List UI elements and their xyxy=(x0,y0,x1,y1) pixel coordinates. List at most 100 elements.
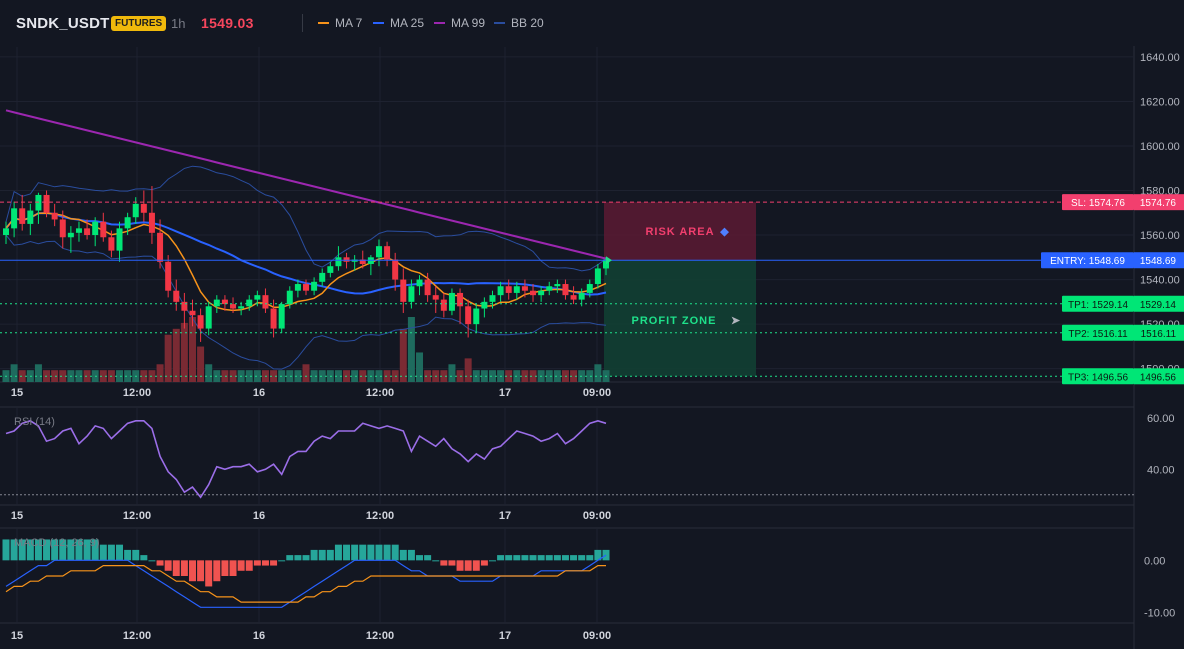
volume-bar xyxy=(488,370,496,382)
macd-histogram-bar xyxy=(343,544,351,561)
candle-body xyxy=(408,286,415,302)
candle-body xyxy=(335,257,342,267)
time-tick-label: 16 xyxy=(253,630,265,642)
macd-histogram-bar xyxy=(180,560,188,576)
bb20-swatch-icon xyxy=(494,22,505,24)
rsi-title: RSI (14) xyxy=(14,416,55,428)
legend-bb20[interactable]: BB 20 xyxy=(494,16,544,30)
ma25-swatch-icon xyxy=(373,22,384,24)
macd-histogram-bar xyxy=(205,560,213,587)
rocket-icon: ➤ xyxy=(731,315,741,327)
volume-bar xyxy=(245,370,253,382)
candle-body xyxy=(319,272,326,282)
candle-body xyxy=(278,304,285,329)
volume-bar xyxy=(383,370,391,382)
candle-body xyxy=(440,299,447,311)
macd-pane: MACD (12, 26, 9) 0.00 -10.00 xyxy=(2,537,1175,620)
candle-body xyxy=(230,304,237,309)
legend-ma7[interactable]: MA 7 xyxy=(318,16,362,30)
macd-histogram-bar xyxy=(561,555,569,561)
tp2-tag-value: 1516.11 xyxy=(1141,329,1177,340)
volume-bar xyxy=(416,352,424,382)
volume-bar xyxy=(59,370,67,382)
volume-bar xyxy=(399,328,407,382)
macd-histogram-bar xyxy=(432,560,440,562)
symbol-name[interactable]: SNDK_USDT xyxy=(16,15,110,32)
candle-body xyxy=(359,259,366,264)
macd-histogram-bar xyxy=(34,539,42,561)
sl-tag-box xyxy=(1062,194,1134,211)
candle-body xyxy=(294,284,301,291)
macd-line xyxy=(5,554,607,608)
macd-histogram-bar xyxy=(245,560,253,571)
candle-body xyxy=(254,295,261,300)
macd-histogram-bar xyxy=(472,560,480,571)
candle-body xyxy=(489,295,496,302)
macd-histogram-bar xyxy=(440,560,448,566)
candle-body xyxy=(311,281,318,291)
ma99-line xyxy=(5,109,607,260)
tp2-tag-box xyxy=(1062,324,1134,341)
entry-marker-icon xyxy=(606,256,612,265)
candle-body xyxy=(586,284,593,293)
candle-body xyxy=(100,221,107,238)
interval-selector[interactable]: 1h xyxy=(171,16,186,31)
candle-body xyxy=(84,228,91,236)
risk-area-label: RISK AREA xyxy=(645,226,714,238)
macd-title: MACD (12, 26, 9) xyxy=(14,537,100,549)
macd-histogram-bar xyxy=(26,539,34,561)
macd-histogram-bar xyxy=(359,544,367,561)
candle-body xyxy=(521,286,528,291)
bollinger-upper-line xyxy=(5,165,607,272)
bollinger-lower-line xyxy=(5,234,607,370)
candle-body xyxy=(157,232,164,262)
volume-bar xyxy=(75,370,83,382)
candle-body xyxy=(400,279,407,302)
legend-ma99[interactable]: MA 99 xyxy=(434,16,485,30)
candle-body xyxy=(35,194,42,211)
rsi-tick-label: 40.00 xyxy=(1147,464,1175,476)
price-levels xyxy=(0,201,1134,377)
volume-bar xyxy=(99,370,107,382)
volume-bar xyxy=(505,370,513,382)
last-price: 1549.03 xyxy=(201,15,254,31)
legend-ma25[interactable]: MA 25 xyxy=(373,16,424,30)
volume-bar xyxy=(529,370,537,382)
candle-body xyxy=(505,286,512,293)
macd-histogram-bar xyxy=(116,544,124,561)
level-tags: SL: 1574.76 1574.76 ENTRY: 1548.69 1548.69 T… xyxy=(1041,194,1184,385)
candle-body xyxy=(432,295,439,300)
candle-body xyxy=(116,228,123,251)
bollinger-bands xyxy=(5,165,607,370)
candle-body xyxy=(173,290,180,302)
sl-tag-label: SL: 1574.76 xyxy=(1071,198,1125,209)
macd-histogram-bar xyxy=(140,555,148,561)
time-tick-label: 09:00 xyxy=(583,387,611,399)
macd-histogram-bar xyxy=(351,544,359,561)
candle-body xyxy=(392,259,399,280)
volume-bar xyxy=(586,370,594,382)
macd-histogram-bar xyxy=(67,539,75,561)
candle-body xyxy=(3,228,9,236)
candle-body xyxy=(473,308,480,325)
volume-bar xyxy=(164,334,172,382)
tp3-tag-value: 1496.56 xyxy=(1140,372,1177,383)
time-axes[interactable]: 15 12:00 16 12:00 17 09:00 15 12:00 16 12:00 17 09:… xyxy=(11,387,611,642)
macd-histogram-bar xyxy=(229,560,237,576)
volume-bar xyxy=(286,370,294,382)
volume-bar xyxy=(180,322,188,382)
macd-histogram-bar xyxy=(2,539,10,561)
volume-bar xyxy=(351,370,359,382)
candle-body xyxy=(538,290,545,296)
candle-body xyxy=(92,221,99,236)
macd-histogram-bar xyxy=(124,549,132,561)
candle-body xyxy=(246,299,253,307)
time-tick-label: 12:00 xyxy=(123,510,151,522)
candle-body xyxy=(132,203,139,218)
macd-histogram-bar xyxy=(570,555,578,561)
tp2-tag-label: TP2: 1516.11 xyxy=(1068,329,1128,340)
volume-bars xyxy=(2,317,610,382)
tp1-tag-value: 1529.14 xyxy=(1140,300,1177,311)
macd-histogram-bar xyxy=(513,555,521,561)
